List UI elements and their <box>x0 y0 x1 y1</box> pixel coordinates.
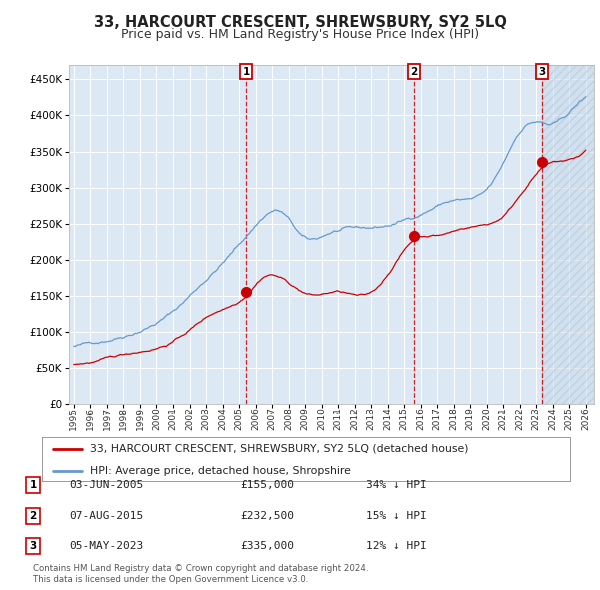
Text: 05-MAY-2023: 05-MAY-2023 <box>69 542 143 551</box>
Text: 3: 3 <box>29 542 37 551</box>
Text: 2006: 2006 <box>251 407 260 430</box>
Text: 2024: 2024 <box>548 407 557 430</box>
Text: Price paid vs. HM Land Registry's House Price Index (HPI): Price paid vs. HM Land Registry's House … <box>121 28 479 41</box>
Text: 1999: 1999 <box>136 407 145 430</box>
Text: 2020: 2020 <box>482 407 491 430</box>
Text: 33, HARCOURT CRESCENT, SHREWSBURY, SY2 5LQ (detached house): 33, HARCOURT CRESCENT, SHREWSBURY, SY2 5… <box>89 444 468 454</box>
Text: 2021: 2021 <box>499 407 508 430</box>
Text: 2002: 2002 <box>185 407 194 430</box>
Text: 2025: 2025 <box>565 407 574 430</box>
Text: 2003: 2003 <box>202 407 211 430</box>
Text: £335,000: £335,000 <box>240 542 294 551</box>
Text: 1997: 1997 <box>103 407 112 430</box>
Text: 2004: 2004 <box>218 407 227 430</box>
Text: 2023: 2023 <box>532 407 541 430</box>
Text: This data is licensed under the Open Government Licence v3.0.: This data is licensed under the Open Gov… <box>33 575 308 584</box>
Text: 2016: 2016 <box>416 407 425 430</box>
Text: 1996: 1996 <box>86 407 95 430</box>
Text: 2013: 2013 <box>367 407 376 430</box>
Text: £155,000: £155,000 <box>240 480 294 490</box>
Text: 2015: 2015 <box>400 407 409 430</box>
Text: 2014: 2014 <box>383 407 392 430</box>
Text: 03-JUN-2005: 03-JUN-2005 <box>69 480 143 490</box>
Text: Contains HM Land Registry data © Crown copyright and database right 2024.: Contains HM Land Registry data © Crown c… <box>33 565 368 573</box>
Text: 2: 2 <box>410 67 418 77</box>
Text: 1: 1 <box>242 67 250 77</box>
Text: 2022: 2022 <box>515 407 524 430</box>
Text: 2018: 2018 <box>449 407 458 430</box>
Text: 2017: 2017 <box>433 407 442 430</box>
Text: 2019: 2019 <box>466 407 475 430</box>
Text: 2001: 2001 <box>169 407 178 430</box>
Text: 2: 2 <box>29 511 37 520</box>
Text: 2008: 2008 <box>284 407 293 430</box>
Bar <box>542 65 594 404</box>
Text: 2010: 2010 <box>317 407 326 430</box>
Text: 07-AUG-2015: 07-AUG-2015 <box>69 511 143 520</box>
Text: 2009: 2009 <box>301 407 310 430</box>
Text: 2000: 2000 <box>152 407 161 430</box>
Text: 3: 3 <box>538 67 545 77</box>
Text: 2011: 2011 <box>334 407 343 430</box>
Bar <box>542 65 594 404</box>
Text: 2026: 2026 <box>581 407 590 430</box>
Text: 12% ↓ HPI: 12% ↓ HPI <box>366 542 427 551</box>
Text: 15% ↓ HPI: 15% ↓ HPI <box>366 511 427 520</box>
Text: 1998: 1998 <box>119 407 128 430</box>
Text: 2005: 2005 <box>235 407 244 430</box>
Text: £232,500: £232,500 <box>240 511 294 520</box>
Text: 33, HARCOURT CRESCENT, SHREWSBURY, SY2 5LQ: 33, HARCOURT CRESCENT, SHREWSBURY, SY2 5… <box>94 15 506 30</box>
Text: 2007: 2007 <box>268 407 277 430</box>
Text: 1: 1 <box>29 480 37 490</box>
Text: HPI: Average price, detached house, Shropshire: HPI: Average price, detached house, Shro… <box>89 466 350 476</box>
Text: 2012: 2012 <box>350 407 359 430</box>
Text: 1995: 1995 <box>70 407 79 430</box>
Text: 34% ↓ HPI: 34% ↓ HPI <box>366 480 427 490</box>
